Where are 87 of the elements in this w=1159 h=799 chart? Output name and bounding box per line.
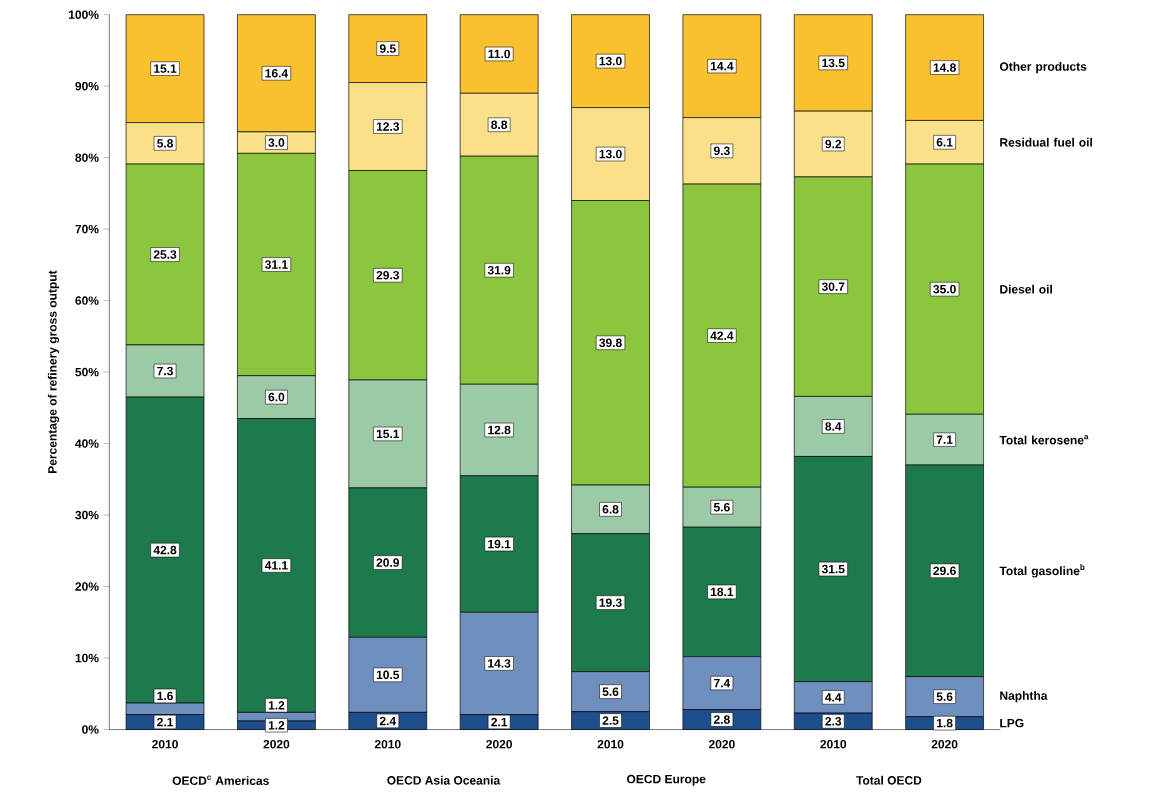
y-tick-label: 20% <box>75 582 99 591</box>
x-tick-label: 2020 <box>486 739 513 749</box>
y-tick-label: 10% <box>75 653 99 663</box>
data-label: 2.1 <box>157 717 174 727</box>
y-tick-label: 60% <box>75 296 99 305</box>
x-tick-label: 2010 <box>374 739 401 749</box>
series-label: Other products <box>999 62 1087 74</box>
y-tick-label: 30% <box>75 510 99 520</box>
data-label: 5.6 <box>713 503 730 512</box>
data-label: 6.0 <box>268 392 285 402</box>
series-label: LPG <box>1000 718 1024 728</box>
data-label: 35.0 <box>933 284 956 294</box>
text: OECD$^{c}$ Americas <box>172 775 269 786</box>
data-label: 16.4 <box>265 69 289 78</box>
data-label: 14.8 <box>933 63 956 72</box>
data-label: 41.1 <box>264 561 288 570</box>
series-label: Residual fuel oil <box>1000 137 1092 147</box>
data-label: 39.8 <box>599 338 622 348</box>
data-label: 29.3 <box>376 271 400 280</box>
text: Total OECD <box>856 775 922 785</box>
data-label: 1.2 <box>268 701 285 710</box>
x-tick-label: 2010 <box>820 739 847 749</box>
y-tick-label: 90% <box>75 81 99 91</box>
data-label: 10.5 <box>376 670 400 680</box>
y-axis-title: Percentage of refinery gross output <box>47 270 60 474</box>
data-label: 42.4 <box>710 331 734 340</box>
x-tick-label: 2020 <box>263 739 290 749</box>
data-label: 19.1 <box>488 539 511 549</box>
text: OECD Asia Oceania <box>387 775 501 785</box>
data-label: 2.4 <box>379 716 397 726</box>
text: OECD Europe <box>627 774 706 786</box>
series-label: Total gasoline$^{b}$ <box>999 564 1085 578</box>
x-tick-label: 2020 <box>931 739 958 749</box>
data-label: 14.4 <box>710 62 734 71</box>
data-label: 18.1 <box>710 587 734 597</box>
data-label: 5.8 <box>157 139 174 148</box>
data-label: 3.0 <box>268 138 285 147</box>
data-label: 1.6 <box>157 691 173 701</box>
data-label: 1.8 <box>937 718 953 728</box>
series-label: Naphtha <box>1000 691 1048 703</box>
data-label: 25.3 <box>153 250 177 259</box>
data-label: 31.1 <box>265 260 288 269</box>
data-label: 7.1 <box>936 435 953 444</box>
data-label: 5.6 <box>936 692 953 701</box>
data-label: 42.8 <box>153 545 177 555</box>
data-label: 1.2 <box>268 721 285 730</box>
data-label: 7.4 <box>714 678 731 688</box>
data-label: 11.0 <box>488 49 511 59</box>
y-tick-label: 70% <box>75 224 99 234</box>
y-tick-label: 0% <box>82 725 99 734</box>
data-label: 5.6 <box>602 687 619 696</box>
data-label: 31.9 <box>487 266 511 275</box>
data-label: 6.8 <box>602 505 619 514</box>
data-label: 8.8 <box>491 120 508 130</box>
data-label: 19.3 <box>599 598 622 607</box>
data-label: 14.3 <box>488 659 511 668</box>
data-label: 29.6 <box>933 566 956 576</box>
x-tick-label: 2010 <box>597 739 624 749</box>
data-label: 9.5 <box>379 44 396 53</box>
data-label: 13.0 <box>599 56 622 66</box>
data-label: 20.9 <box>376 558 400 567</box>
data-label: 15.1 <box>154 64 177 73</box>
data-label: 4.4 <box>825 693 842 702</box>
data-label: 8.4 <box>825 422 842 431</box>
data-label: 31.5 <box>821 564 845 574</box>
data-label: 9.3 <box>713 146 730 156</box>
data-label: 15.1 <box>376 429 400 439</box>
x-tick-label: 2020 <box>708 739 735 749</box>
data-label: 13.5 <box>822 58 845 68</box>
y-tick-label: 40% <box>75 439 99 448</box>
y-tick-label: 80% <box>75 153 99 162</box>
data-label: 2.3 <box>825 717 842 726</box>
data-label: 30.7 <box>821 282 845 291</box>
data-label: 2.5 <box>602 716 619 725</box>
data-label: 12.3 <box>376 122 400 131</box>
data-label: 7.3 <box>157 366 173 376</box>
data-label: 9.2 <box>825 139 842 149</box>
data-label: 13.0 <box>599 149 622 159</box>
series-label: Total kerosene$^{a}$ <box>999 434 1089 445</box>
data-label: 12.8 <box>488 425 511 435</box>
series-label: Diesel oil <box>1000 284 1052 294</box>
x-tick-label: 2010 <box>152 739 178 749</box>
data-label: 6.1 <box>936 138 953 147</box>
y-tick-label: 50% <box>75 367 99 377</box>
data-label: 2.1 <box>491 717 508 727</box>
y-tick-label: 100% <box>69 10 99 19</box>
data-label: 2.8 <box>713 715 730 724</box>
